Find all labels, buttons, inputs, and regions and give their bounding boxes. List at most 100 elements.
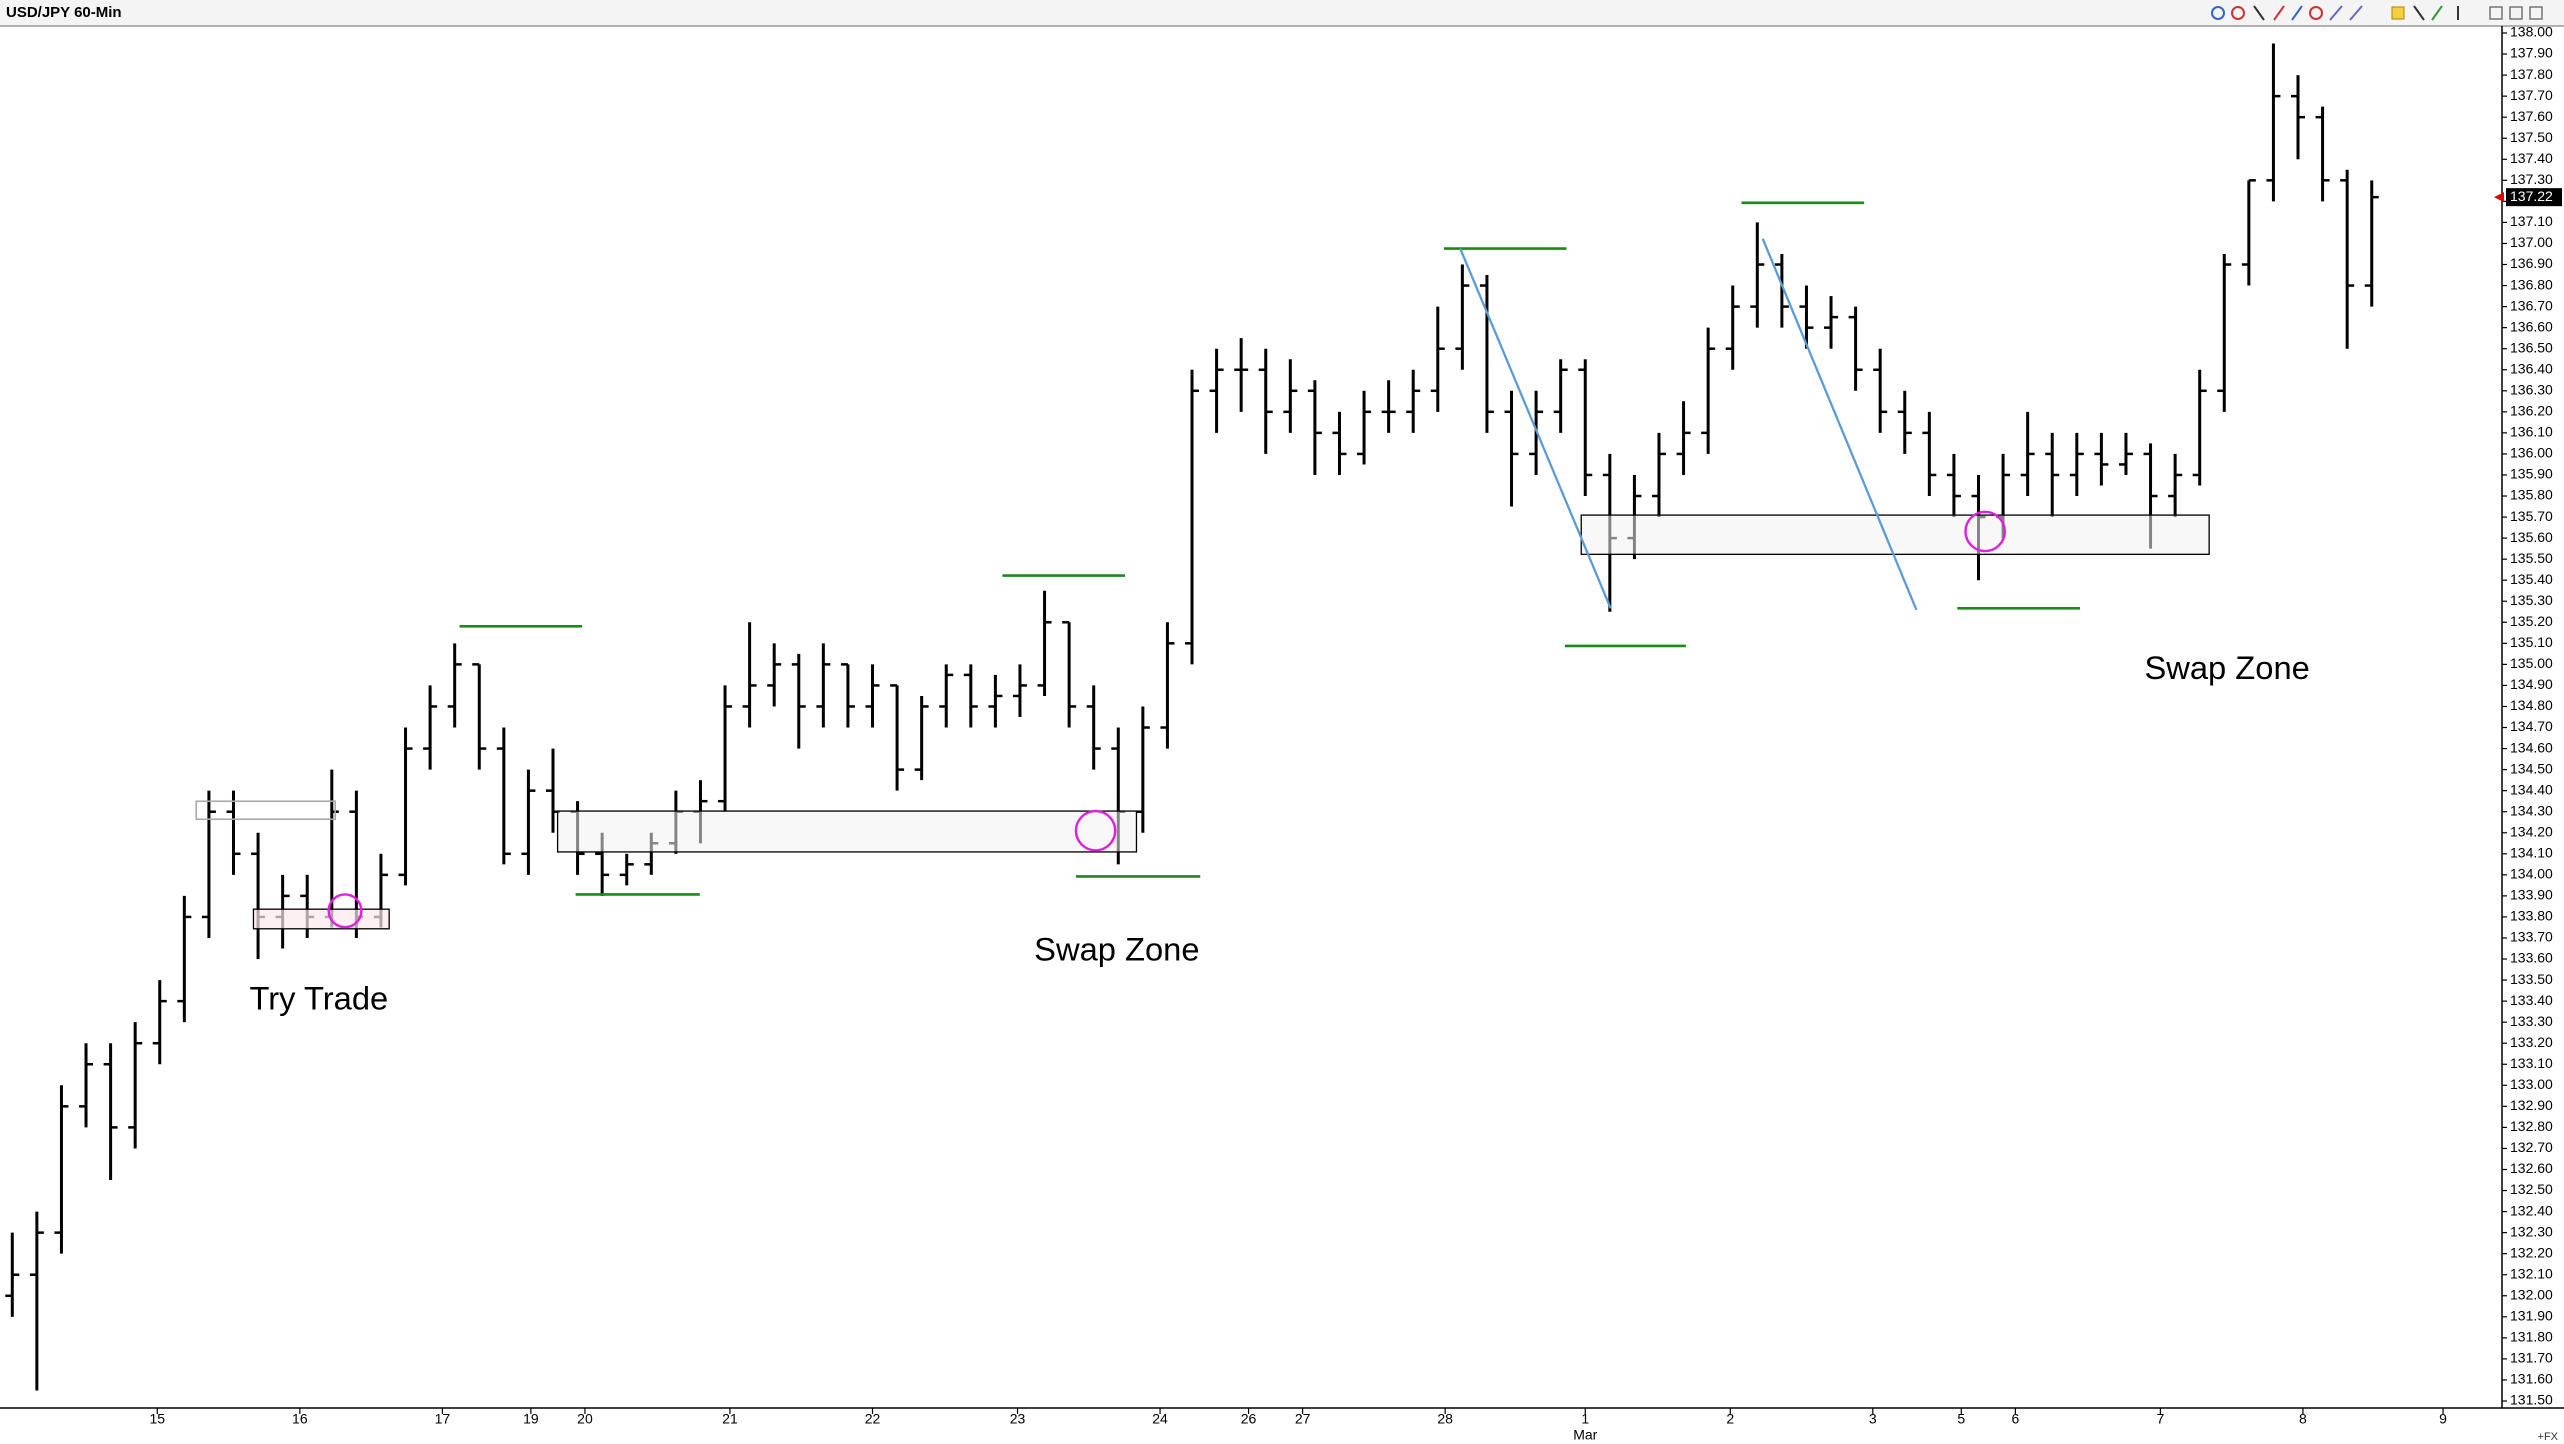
y-tick-label: 137.70	[2510, 87, 2553, 103]
y-tick-label: 131.50	[2510, 1392, 2553, 1408]
annotation-text: Try Trade	[250, 979, 389, 1016]
y-tick-label: 136.90	[2510, 255, 2553, 271]
x-tick-label: 26	[1241, 1411, 1257, 1427]
x-tick-label: 1	[1581, 1411, 1589, 1427]
x-tick-label: 22	[865, 1411, 881, 1427]
toolbar-icon[interactable]	[2431, 5, 2443, 21]
x-tick-label: 15	[150, 1411, 166, 1427]
y-tick-label: 133.80	[2510, 908, 2553, 924]
y-tick-label: 132.50	[2510, 1181, 2553, 1197]
y-tick-label: 136.00	[2510, 445, 2553, 461]
x-tick-label: 5	[1957, 1411, 1965, 1427]
footer-label: +FX	[2538, 1431, 2559, 1443]
y-tick-label: 135.30	[2510, 592, 2553, 608]
y-tick-label: 137.30	[2510, 171, 2553, 187]
y-tick-label: 133.50	[2510, 971, 2553, 987]
x-tick-label: 27	[1295, 1411, 1311, 1427]
toolbar-icon[interactable]	[2509, 6, 2523, 20]
y-tick-label: 134.90	[2510, 676, 2553, 692]
x-tick-label: 28	[1437, 1411, 1453, 1427]
y-tick-label: 135.50	[2510, 550, 2553, 566]
trend-lines	[1459, 238, 1918, 611]
x-tick-label: 3	[1869, 1411, 1877, 1427]
y-tick-label: 132.40	[2510, 1202, 2553, 1218]
y-tick-label: 131.60	[2510, 1371, 2553, 1387]
toolbar	[2211, 5, 2543, 21]
zone-box	[195, 800, 337, 821]
y-tick-label: 134.20	[2510, 823, 2553, 839]
toolbar-icon[interactable]	[2529, 6, 2543, 20]
toolbar-icon[interactable]	[2273, 5, 2285, 21]
x-tick-label: 20	[577, 1411, 593, 1427]
y-tick-label: 135.80	[2510, 487, 2553, 503]
y-tick-label: 132.10	[2510, 1265, 2553, 1281]
toolbar-icon[interactable]	[2489, 6, 2503, 20]
y-tick-label: 131.80	[2510, 1329, 2553, 1345]
y-tick-label: 133.00	[2510, 1076, 2553, 1092]
y-tick-label: 133.20	[2510, 1034, 2553, 1050]
y-tick-label: 133.70	[2510, 929, 2553, 945]
y-tick-label: 136.60	[2510, 318, 2553, 334]
toolbar-icon[interactable]	[2329, 5, 2343, 21]
y-tick-label: 135.40	[2510, 571, 2553, 587]
x-tick-label: 8	[2299, 1411, 2307, 1427]
y-tick-label: 135.60	[2510, 529, 2553, 545]
y-tick-label: 132.80	[2510, 1118, 2553, 1134]
last-price-arrow	[2494, 192, 2504, 203]
y-tick-label: 136.70	[2510, 297, 2553, 313]
annotation-text: Swap Zone	[2144, 649, 2309, 686]
zone-box	[1580, 514, 2210, 555]
y-tick-label: 131.70	[2510, 1350, 2553, 1366]
y-tick-label: 138.00	[2510, 24, 2553, 40]
trend-line	[1761, 238, 1918, 611]
y-tick-label: 133.40	[2510, 992, 2553, 1008]
y-tick-label: 136.80	[2510, 276, 2553, 292]
toolbar-icon[interactable]	[2231, 6, 2245, 20]
y-tick-label: 132.00	[2510, 1286, 2553, 1302]
x-tick-label: 16	[292, 1411, 308, 1427]
y-tick-label: 136.40	[2510, 360, 2553, 376]
y-tick-label: 135.10	[2510, 634, 2553, 650]
y-tick-label: 137.50	[2510, 129, 2553, 145]
toolbar-icon[interactable]	[2391, 6, 2405, 20]
y-tick-label: 137.00	[2510, 234, 2553, 250]
toolbar-icon[interactable]	[2349, 5, 2363, 21]
entry-circle	[1074, 809, 1117, 852]
level-lines	[459, 201, 2080, 896]
y-tick-label: 134.00	[2510, 866, 2553, 882]
y-tick-label: 134.40	[2510, 781, 2553, 797]
y-tick-label: 134.70	[2510, 718, 2553, 734]
toolbar-icon[interactable]	[2309, 6, 2323, 20]
y-tick-label: 132.30	[2510, 1223, 2553, 1239]
entry-circles	[327, 510, 2006, 929]
y-tick-label: 137.90	[2510, 45, 2553, 61]
toolbar-icon[interactable]	[2413, 5, 2425, 21]
x-tick-label: 23	[1010, 1411, 1026, 1427]
y-tick-label: 134.50	[2510, 760, 2553, 776]
y-tick-label: 133.30	[2510, 1013, 2553, 1029]
y-tick-label: 134.60	[2510, 739, 2553, 755]
x-tick-label: 21	[722, 1411, 738, 1427]
y-tick-label: 132.20	[2510, 1244, 2553, 1260]
y-tick-label: 136.20	[2510, 403, 2553, 419]
y-tick-label: 137.80	[2510, 66, 2553, 82]
last-price-label: 137.22	[2510, 188, 2553, 204]
chart-title: USD/JPY 60-Min	[6, 4, 122, 21]
x-tick-label: 19	[523, 1411, 539, 1427]
y-tick-label: 135.90	[2510, 466, 2553, 482]
toolbar-icon[interactable]	[2291, 5, 2303, 21]
toolbar-icon[interactable]	[2253, 5, 2265, 21]
y-tick-label: 133.90	[2510, 887, 2553, 903]
toolbar-icon[interactable]	[2211, 6, 2225, 20]
y-tick-label: 136.50	[2510, 339, 2553, 355]
y-tick-label: 135.20	[2510, 613, 2553, 629]
last-price-box	[2506, 188, 2562, 207]
y-tick-label: 134.30	[2510, 802, 2553, 818]
y-tick-label: 132.70	[2510, 1139, 2553, 1155]
x-tick-label: 24	[1152, 1411, 1168, 1427]
x-tick-label: 7	[2156, 1411, 2164, 1427]
zone-box	[556, 810, 1138, 853]
entry-circle	[1964, 510, 2006, 553]
y-tick-label: 134.80	[2510, 697, 2553, 713]
